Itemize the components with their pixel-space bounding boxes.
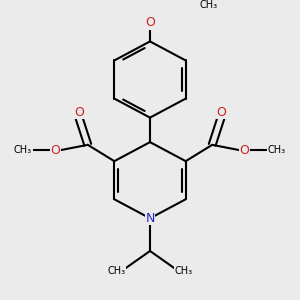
Text: CH₃: CH₃: [107, 266, 125, 276]
Text: N: N: [145, 212, 155, 225]
Text: O: O: [216, 106, 226, 119]
Text: O: O: [50, 144, 60, 157]
Text: O: O: [74, 106, 84, 119]
Text: CH₃: CH₃: [268, 145, 286, 155]
Text: O: O: [145, 16, 155, 29]
Text: CH₃: CH₃: [175, 266, 193, 276]
Text: CH₃: CH₃: [200, 0, 218, 10]
Text: O: O: [240, 144, 250, 157]
Text: CH₃: CH₃: [14, 145, 32, 155]
